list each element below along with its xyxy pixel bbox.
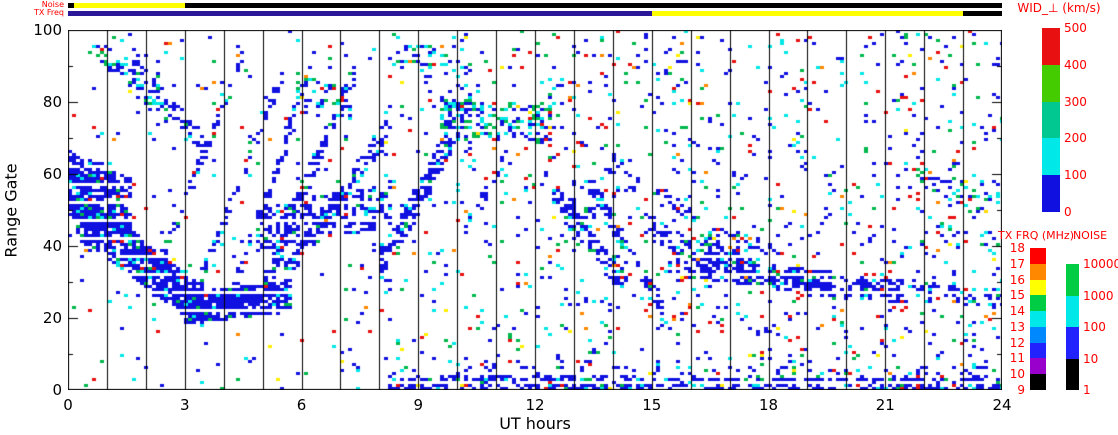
tx-colorbar-segment: [1030, 326, 1046, 343]
x-tick-label: 15: [642, 396, 662, 414]
tx-colorbar-tick: 14: [1009, 304, 1025, 319]
x-tick-label: 24: [992, 396, 1012, 414]
tx-colorbar-tick: 15: [1009, 288, 1025, 303]
noise-colorbar-segment: [1066, 358, 1079, 390]
noise-colorbar-title: NOISE: [1072, 229, 1108, 242]
x-tick-label: 9: [413, 396, 424, 414]
y-tick-label: 40: [42, 237, 62, 255]
x-axis-label: UT hours: [499, 414, 571, 433]
noise-colorbar-segment: [1066, 327, 1079, 359]
wid-colorbar-tick: 400: [1064, 57, 1087, 72]
wid-colorbar-segment: [1042, 101, 1060, 139]
noise-strip-label: Noise: [41, 0, 64, 9]
tx-strip-segment: [963, 11, 1002, 16]
y-tick-label: 60: [42, 165, 62, 183]
x-tick-label: 3: [179, 396, 190, 414]
noise-colorbar-segment: [1066, 295, 1079, 327]
noise-strip-segment: [73, 3, 185, 8]
noise-colorbar-segment: [1066, 264, 1079, 296]
range-time-plot: [68, 30, 1002, 390]
tx-colorbar-tick: 13: [1009, 319, 1025, 334]
y-tick-label: 80: [42, 93, 62, 111]
x-tick-label: 18: [758, 396, 779, 414]
tx-strip-segment: [651, 11, 964, 16]
noise-colorbar-tick: 1000: [1083, 288, 1114, 303]
y-tick-label: 20: [42, 309, 62, 327]
tx-colorbar-tick: 10: [1009, 367, 1025, 382]
y-axis-label: Range Gate: [1, 162, 21, 258]
wid-colorbar-tick: 500: [1064, 21, 1087, 35]
noise-strip-segment: [184, 3, 1002, 8]
wid-colorbar-segment: [1042, 64, 1060, 102]
noise-colorbar-tick: 100: [1083, 320, 1106, 334]
tx-colorbar-segment: [1030, 279, 1046, 296]
tx-colorbar-segment: [1030, 358, 1046, 375]
x-tick-label: 0: [63, 396, 73, 414]
y-axis-label-wrap: Range Gate: [0, 30, 22, 390]
txfreq-strip-label: TX Freq: [33, 8, 64, 17]
wid-colorbar-tick: 300: [1064, 94, 1087, 109]
noise-colorbar-tick: 10: [1083, 351, 1099, 366]
tx-colorbar-tick: 9: [1017, 383, 1025, 397]
noise-colorbar-tick: 1: [1083, 383, 1091, 397]
tx-strip-segment: [68, 11, 652, 16]
wid-colorbar-tick: 200: [1064, 131, 1087, 146]
tx-colorbar-segment: [1030, 311, 1046, 327]
tx-colorbar-tick: 11: [1009, 351, 1025, 366]
wid-colorbar-tick: 0: [1064, 205, 1072, 219]
noise-colorbar-tick: 10000: [1083, 257, 1118, 271]
wid-colorbar-segment: [1042, 28, 1060, 65]
txfrq-colorbar-title: TX FRQ (MHz): [998, 229, 1074, 242]
wid-colorbar-segment: [1042, 175, 1060, 212]
x-tick-label: 12: [525, 396, 545, 414]
tx-colorbar-tick: 18: [1009, 241, 1025, 255]
tx-colorbar-segment: [1030, 374, 1046, 390]
wid-colorbar-tick: 100: [1064, 168, 1087, 183]
tx-colorbar-segment: [1030, 295, 1046, 312]
y-tick-label: 100: [33, 21, 62, 39]
noise-indicator-strip: [68, 3, 1002, 8]
txfreq-indicator-strip: [68, 11, 1002, 16]
tx-colorbar-segment: [1030, 263, 1046, 280]
y-tick-label: 0: [52, 381, 62, 399]
tx-colorbar-tick: 17: [1009, 256, 1025, 271]
tx-colorbar-segment: [1030, 342, 1046, 359]
x-tick-label: 21: [875, 396, 895, 414]
tx-colorbar-segment: [1030, 248, 1046, 264]
tx-colorbar-tick: 12: [1009, 335, 1025, 350]
tx-colorbar-tick: 16: [1009, 272, 1025, 287]
wid-colorbar-segment: [1042, 138, 1060, 176]
wid-colorbar-title: WID_⊥ (km/s): [1017, 1, 1101, 15]
x-tick-label: 6: [296, 396, 307, 414]
noise-strip-segment: [68, 3, 74, 8]
